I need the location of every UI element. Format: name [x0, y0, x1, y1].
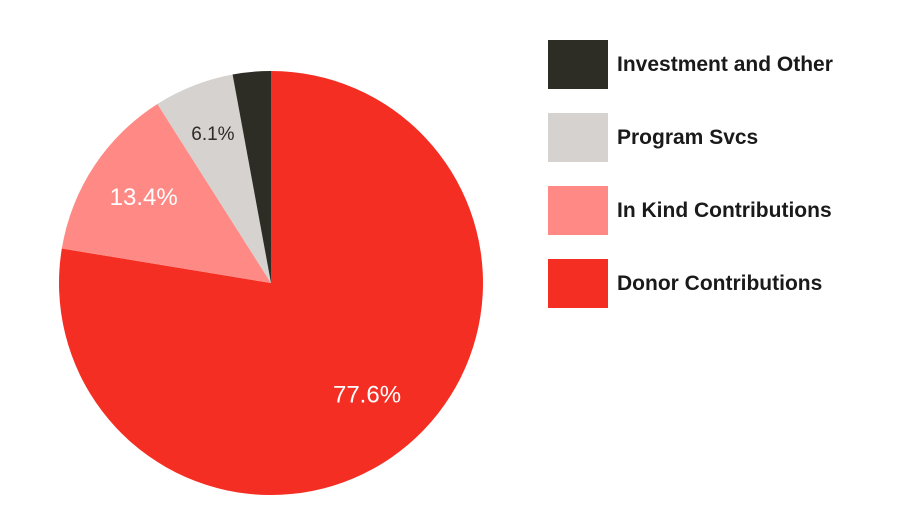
legend-label-in-kind-contributions: In Kind Contributions: [617, 198, 832, 222]
pie-slice-investment-and-other: [232, 71, 271, 283]
slice-label-donor-contributions: 77.6%: [333, 381, 401, 408]
legend-label-donor-contributions: Donor Contributions: [617, 271, 823, 295]
legend-label-investment-and-other: Investment and Other: [617, 52, 833, 76]
legend-item-in-kind-contributions: In Kind Contributions: [548, 186, 833, 235]
legend-item-investment-and-other: Investment and Other: [548, 40, 833, 89]
legend-swatch-donor-contributions: [548, 259, 608, 308]
legend-label-program-svcs: Program Svcs: [617, 125, 759, 149]
pie-slice-program-svcs: [157, 74, 271, 283]
chart-legend: Investment and Other Program Svcs In Kind …: [548, 40, 833, 332]
slice-label-in-kind-contributions: 13.4%: [110, 184, 178, 211]
slice-label-program-svcs: 6.1%: [191, 124, 234, 145]
legend-item-program-svcs: Program Svcs: [548, 113, 833, 162]
legend-swatch-in-kind-contributions: [548, 186, 608, 235]
pie-slice-in-kind-contributions: [61, 104, 272, 284]
legend-item-donor-contributions: Donor Contributions: [548, 259, 833, 308]
legend-swatch-investment-and-other: [548, 40, 608, 89]
legend-swatch-program-svcs: [548, 113, 608, 162]
